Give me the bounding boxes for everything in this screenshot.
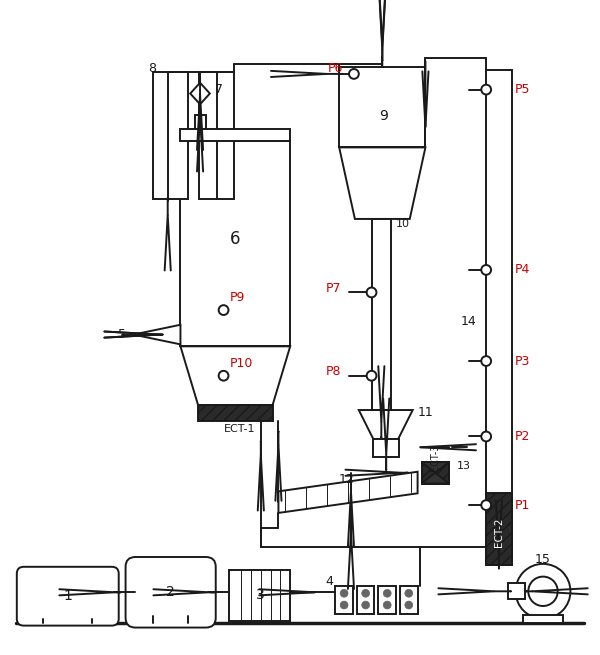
Text: P9: P9 — [229, 291, 245, 304]
Circle shape — [340, 590, 348, 597]
FancyBboxPatch shape — [17, 567, 119, 626]
Text: P6: P6 — [328, 62, 343, 75]
Circle shape — [529, 576, 558, 606]
Text: 3: 3 — [256, 588, 264, 602]
Circle shape — [481, 500, 491, 510]
Polygon shape — [422, 462, 449, 473]
Polygon shape — [359, 410, 413, 440]
Circle shape — [367, 371, 376, 381]
Text: P1: P1 — [515, 498, 530, 512]
Circle shape — [218, 305, 229, 315]
Circle shape — [481, 84, 491, 94]
Bar — [181, 129, 290, 141]
Text: 2: 2 — [166, 586, 175, 599]
Circle shape — [481, 432, 491, 441]
Text: ECT-2: ECT-2 — [494, 517, 504, 548]
Text: 5: 5 — [118, 328, 125, 341]
Polygon shape — [339, 147, 425, 219]
Circle shape — [405, 601, 413, 609]
Circle shape — [481, 265, 491, 275]
Bar — [229, 570, 290, 621]
Circle shape — [349, 69, 359, 79]
Bar — [371, 219, 391, 410]
Text: P5: P5 — [515, 83, 530, 96]
Text: P4: P4 — [515, 263, 530, 276]
Polygon shape — [190, 83, 210, 104]
Circle shape — [362, 590, 370, 597]
Bar — [400, 586, 418, 614]
Text: 13: 13 — [457, 461, 471, 471]
Bar — [335, 586, 353, 614]
Text: P10: P10 — [229, 358, 253, 371]
Bar — [373, 440, 399, 457]
Text: P8: P8 — [326, 365, 341, 379]
Polygon shape — [422, 473, 449, 483]
Text: P2: P2 — [515, 430, 530, 443]
Text: P7: P7 — [326, 282, 341, 295]
Bar — [153, 72, 188, 199]
Bar — [486, 70, 512, 565]
Text: 7: 7 — [215, 83, 223, 96]
Text: 4: 4 — [325, 575, 334, 588]
Bar — [422, 462, 449, 483]
Bar — [339, 67, 425, 147]
Bar — [195, 115, 206, 129]
Polygon shape — [278, 472, 418, 513]
Circle shape — [383, 590, 391, 597]
Circle shape — [515, 564, 571, 619]
Polygon shape — [198, 405, 272, 421]
Circle shape — [362, 601, 370, 609]
Text: ECT-3: ECT-3 — [430, 443, 440, 471]
Text: 14: 14 — [461, 315, 476, 328]
Circle shape — [367, 288, 376, 297]
Polygon shape — [181, 346, 290, 405]
Text: ECT-1: ECT-1 — [224, 424, 255, 434]
Text: 15: 15 — [535, 553, 551, 567]
Circle shape — [340, 601, 348, 609]
Text: 10: 10 — [396, 219, 410, 229]
Text: 8: 8 — [148, 62, 156, 75]
Circle shape — [481, 356, 491, 366]
Bar — [422, 462, 449, 483]
Text: 6: 6 — [230, 229, 241, 248]
Polygon shape — [133, 325, 181, 345]
Bar — [379, 586, 396, 614]
Bar — [357, 586, 374, 614]
Circle shape — [383, 601, 391, 609]
Bar — [486, 493, 512, 565]
Bar — [181, 141, 290, 346]
Text: 12: 12 — [339, 473, 355, 486]
Text: 9: 9 — [379, 109, 388, 123]
Text: 11: 11 — [418, 407, 433, 419]
Bar — [508, 584, 526, 599]
Text: 1: 1 — [64, 590, 72, 603]
FancyBboxPatch shape — [125, 557, 216, 627]
Bar — [523, 615, 563, 623]
Circle shape — [405, 590, 413, 597]
Bar — [199, 72, 235, 199]
Circle shape — [218, 371, 229, 381]
Text: P3: P3 — [515, 354, 530, 367]
